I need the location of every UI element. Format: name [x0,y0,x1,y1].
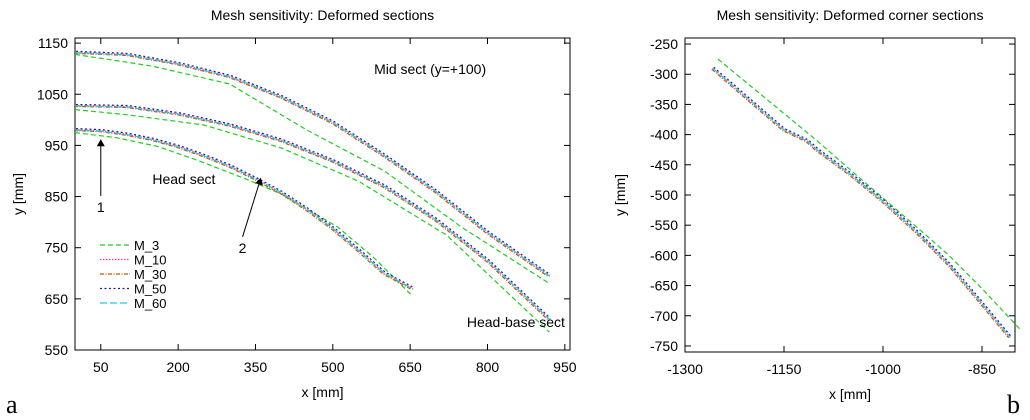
series-line-head-base-sect-m-60 [75,129,414,290]
chart-a-x-axis-label: x [mm] [302,384,344,400]
annotation-arrow-2 [242,177,263,237]
y-tick-label: -450 [650,157,678,173]
chart-a-annotations: Mid sect (y=+100) Head sect Head-base sect… [96,61,565,330]
y-tick-label: 1050 [37,86,68,102]
chart-a-ticks: 50 200 350 500 650 800 950 550 650 750 850 950 1050 1… [37,35,577,375]
chart-b-x-axis-label: x [mm] [829,386,871,402]
series-line-mid-sect-y-100-m-60 [75,52,551,277]
x-tick-label: 200 [166,359,190,375]
series-line-head-sect-m-30 [73,105,549,321]
legend-label-m-50: M_50 [134,282,167,297]
y-tick-label: 850 [45,189,69,205]
y-tick-label: -300 [650,66,678,82]
annotation-2: 2 [239,240,247,256]
annotation-head-sect: Head sect [152,171,215,187]
series-line-mid-sect-y-100-m-50 [75,50,551,276]
x-tick-label: 950 [553,359,577,375]
x-tick-label: -850 [968,361,996,377]
x-tick-label: 500 [321,359,345,375]
y-tick-label: -750 [650,338,678,354]
series-line-m-10 [712,67,1011,338]
series-line-head-sect-m-3 [74,109,550,333]
legend-label-m-60: M_60 [134,296,167,311]
y-tick-label: -550 [650,217,678,233]
y-tick-label: -650 [650,278,678,294]
x-tick-label: 650 [398,359,422,375]
legend-label-m-3: M_3 [134,238,159,253]
annotation-head-base-sect: Head-base sect [467,314,565,330]
y-tick-label: 1150 [38,35,68,51]
y-tick-label: -600 [650,247,678,263]
x-tick-label: 350 [244,359,268,375]
chart-b-ticks: -1300 -1150 -1000 -850 -250 -300 -350 -400 -450 -… [650,36,1015,377]
legend-label-m-10: M_10 [134,253,167,268]
annotation-1: 1 [97,199,105,215]
chart-a-title: Mesh sensitivity: Deformed sections [211,7,434,23]
panel-b-letter: b [1007,390,1020,419]
panel-a-letter: a [6,390,18,419]
series-line-head-base-sect-m-10 [74,129,413,290]
x-tick-label: 50 [93,359,109,375]
x-tick-label: -1150 [767,361,802,377]
series-line-head-base-sect-m-3 [74,132,414,297]
series-line-m-60 [712,68,1011,338]
chart-a-y-axis-label: y [mm] [10,173,26,215]
y-tick-label: -700 [650,308,678,324]
series-line-m-50 [713,66,1012,337]
y-tick-label: -350 [650,96,678,112]
y-tick-label: 750 [45,240,69,256]
chart-a-curves [73,50,551,333]
chart-b-title: Mesh sensitivity: Deformed corner sectio… [717,7,984,23]
x-tick-label: -1300 [667,361,703,377]
series-line-head-sect-m-50 [75,103,551,319]
x-tick-label: -1000 [865,361,901,377]
chart-b-curves [711,58,1023,339]
y-tick-label: 950 [45,137,69,153]
series-line-m-3 [717,58,1023,332]
series-line-head-base-sect-m-30 [73,130,412,291]
series-line-mid-sect-y-100-m-30 [73,52,549,278]
y-tick-label: -250 [650,36,678,52]
y-tick-label: -500 [650,187,678,203]
chart-b-y-axis-label: y [mm] [612,174,628,216]
panel-a-deformed-sections: Mesh sensitivity: Deformed sections 50 20… [6,7,577,419]
legend-label-m-30: M_30 [134,267,167,282]
series-line-head-base-sect-m-50 [75,128,414,289]
annotation-mid-sect-y-100: Mid sect (y=+100) [374,61,486,77]
chart-a-plot-frame [74,37,571,351]
series-line-m-30 [711,68,1010,339]
panel-b-corner-sections: Mesh sensitivity: Deformed corner sectio… [612,7,1023,419]
x-tick-label: 800 [476,359,500,375]
chart-a-legend: M_3M_10M_30M_50M_60 [100,238,167,311]
y-tick-label: -400 [650,127,678,143]
y-tick-label: 550 [45,342,69,358]
y-tick-label: 650 [45,291,69,307]
